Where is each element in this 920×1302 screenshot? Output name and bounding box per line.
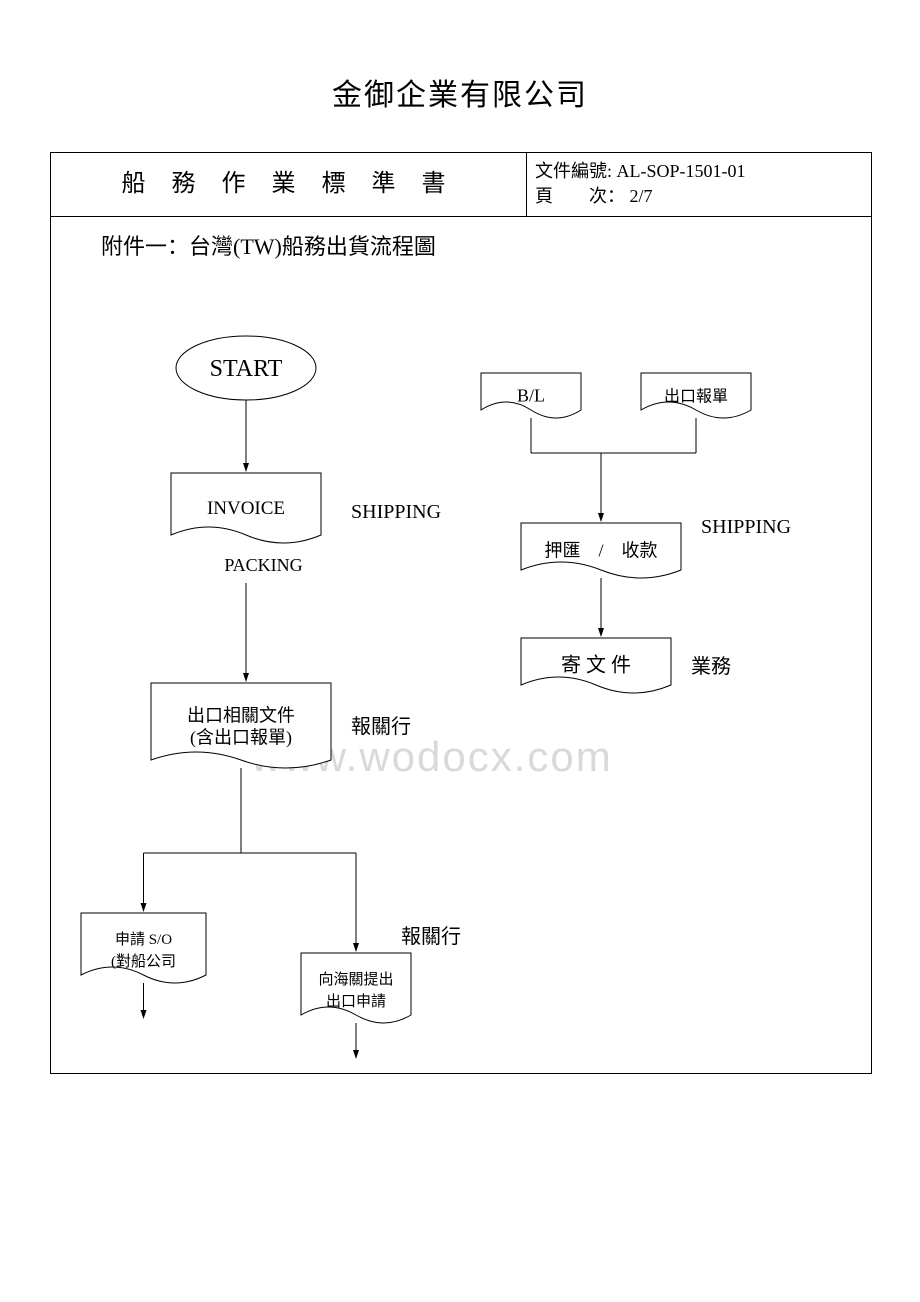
svg-text:(含出口報單): (含出口報單) (190, 728, 292, 749)
svg-text:業務: 業務 (691, 655, 731, 678)
doc-no-label: 文件編號: (535, 161, 612, 181)
svg-text:押匯 / 收款: 押匯 / 收款 (544, 541, 657, 561)
svg-text:INVOICE: INVOICE (207, 498, 285, 519)
svg-text:向海關提出: 向海關提出 (318, 971, 393, 988)
svg-text:寄 文 件: 寄 文 件 (561, 654, 631, 677)
svg-text:出口報單: 出口報單 (664, 388, 728, 406)
svg-text:(對船公司: (對船公司 (111, 953, 176, 970)
header-row: 船 務 作 業 標 準 書 文件編號: AL-SOP-1501-01 頁 次： … (51, 153, 871, 217)
svg-text:報關行: 報關行 (401, 925, 461, 948)
svg-text:報關行: 報關行 (351, 715, 411, 738)
page-label: 頁 次： (535, 186, 625, 206)
svg-text:START: START (210, 356, 283, 382)
document-frame: 船 務 作 業 標 準 書 文件編號: AL-SOP-1501-01 頁 次： … (50, 152, 872, 1074)
svg-text:SHIPPING: SHIPPING (701, 516, 791, 538)
doc-meta: 文件編號: AL-SOP-1501-01 頁 次： 2/7 (527, 153, 871, 216)
doc-title: 船 務 作 業 標 準 書 (51, 153, 527, 216)
doc-no: AL-SOP-1501-01 (617, 161, 746, 181)
svg-text:SHIPPING: SHIPPING (351, 501, 441, 523)
svg-text:出口申請: 出口申請 (326, 993, 386, 1010)
svg-text:申請 S/O: 申請 S/O (115, 931, 172, 948)
flowchart: START INVOICE PACKING 出口相關文件(含出口報單) 申請 S/O (對… (51, 213, 871, 1073)
svg-text:PACKING: PACKING (224, 555, 302, 575)
svg-text:B/L: B/L (517, 386, 545, 406)
svg-text:出口相關文件: 出口相關文件 (187, 706, 295, 726)
company-name: 金御企業有限公司 (0, 0, 920, 114)
page-no: 2/7 (630, 186, 653, 206)
